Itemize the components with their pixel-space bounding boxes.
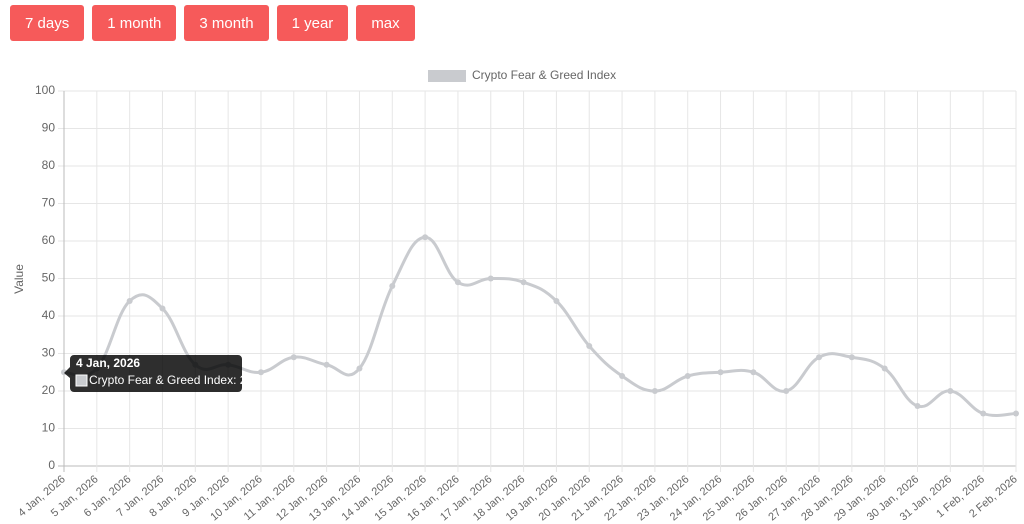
data-point — [389, 283, 396, 289]
data-point — [586, 343, 593, 349]
y-tick-label: 60 — [42, 233, 56, 247]
tooltip-swatch — [75, 374, 88, 387]
y-tick-label: 50 — [42, 271, 56, 285]
y-tick-label: 10 — [42, 421, 56, 435]
data-point — [487, 275, 494, 282]
tooltip: 4 Jan, 2026 Crypto Fear & Greed Index: 25 — [64, 355, 253, 392]
range-button[interactable]: max — [356, 5, 415, 41]
data-point — [159, 305, 166, 312]
data-point — [553, 298, 560, 304]
range-button[interactable]: 3 month — [184, 5, 269, 41]
data-point — [126, 298, 133, 304]
y-axis-label: Value — [12, 264, 26, 294]
range-buttons: 7 days 1 month 3 month 1 year max — [10, 5, 415, 41]
data-point — [520, 279, 527, 286]
y-tick-label: 90 — [42, 121, 56, 135]
range-button[interactable]: 7 days — [10, 5, 85, 41]
range-button[interactable]: 1 year — [276, 5, 349, 41]
data-point — [323, 361, 330, 368]
tooltip-label: Crypto Fear & Greed Index: 25 — [89, 373, 253, 387]
data-point — [651, 388, 658, 394]
data-point — [750, 369, 757, 376]
legend-label: Crypto Fear & Greed Index — [472, 68, 616, 82]
y-tick-label: 80 — [42, 158, 56, 172]
legend-swatch — [428, 70, 466, 82]
data-point — [1013, 410, 1019, 417]
data-point — [881, 365, 888, 372]
range-button[interactable]: 1 month — [92, 5, 177, 41]
y-tick-label: 20 — [42, 383, 56, 397]
tooltip-box — [64, 355, 242, 392]
data-point — [619, 373, 626, 379]
data-point — [356, 365, 363, 372]
y-tick-label: 40 — [42, 308, 56, 322]
data-point — [914, 403, 921, 409]
y-tick-label: 0 — [48, 458, 55, 472]
tooltip-title: 4 Jan, 2026 — [76, 356, 140, 370]
data-point — [257, 369, 264, 376]
y-tick-label: 30 — [42, 346, 56, 360]
data-point — [816, 354, 823, 361]
data-point — [947, 388, 954, 394]
data-point — [684, 373, 691, 379]
data-point — [454, 279, 461, 286]
data-point — [717, 369, 724, 376]
y-tick-label: 100 — [35, 83, 55, 97]
data-point — [980, 410, 987, 417]
data-point — [422, 234, 429, 241]
y-tick-label: 70 — [42, 196, 56, 210]
data-point — [290, 354, 297, 361]
data-point — [783, 388, 790, 394]
data-point — [848, 354, 855, 361]
